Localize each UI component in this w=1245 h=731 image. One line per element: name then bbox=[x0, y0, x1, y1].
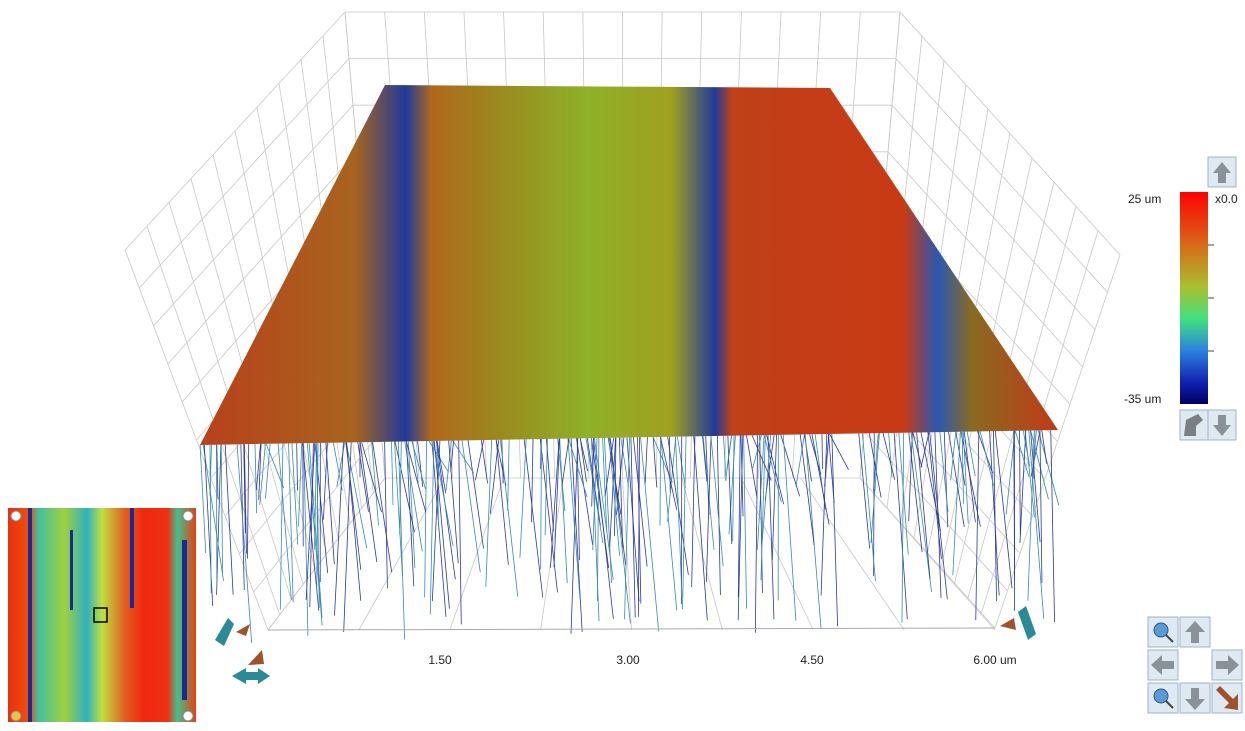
spike bbox=[744, 435, 747, 608]
spike bbox=[546, 439, 553, 531]
min-label: -35 um bbox=[1124, 392, 1161, 406]
spike bbox=[395, 442, 414, 533]
spike bbox=[508, 440, 509, 511]
spike bbox=[805, 434, 821, 629]
spike bbox=[1038, 430, 1059, 505]
zoom-label: x0.0 bbox=[1215, 192, 1238, 206]
spike bbox=[540, 439, 557, 592]
spike bbox=[580, 438, 586, 481]
spike bbox=[641, 437, 659, 631]
spike bbox=[468, 440, 484, 548]
minimap[interactable] bbox=[8, 508, 196, 722]
spike bbox=[638, 437, 639, 617]
x-label: 6.00 um bbox=[973, 653, 1016, 667]
spike bbox=[481, 440, 487, 483]
spike bbox=[810, 434, 821, 474]
spike bbox=[733, 436, 734, 542]
spike bbox=[747, 435, 758, 498]
color-bar bbox=[1180, 192, 1208, 404]
spike bbox=[660, 437, 661, 526]
nav-buttons[interactable] bbox=[1148, 617, 1242, 713]
spike bbox=[520, 439, 526, 557]
spike bbox=[358, 442, 369, 512]
grid-line bbox=[741, 478, 813, 630]
spike bbox=[1015, 431, 1029, 477]
spike bbox=[976, 431, 979, 620]
spike bbox=[669, 437, 670, 493]
spike bbox=[711, 436, 723, 566]
viewer: 1.50 3.00 4.50 6.00 um 25 um x0.0 -35 um bbox=[0, 0, 1245, 726]
spike bbox=[661, 437, 677, 610]
spike bbox=[344, 442, 351, 632]
spike bbox=[1020, 431, 1026, 543]
spike bbox=[911, 433, 932, 592]
grid-line bbox=[801, 478, 905, 630]
x-label: 1.50 bbox=[428, 653, 452, 667]
spike bbox=[372, 442, 379, 526]
x-label: 3.00 bbox=[616, 653, 640, 667]
surface-spikes bbox=[200, 430, 1059, 643]
spike bbox=[449, 441, 459, 564]
spike bbox=[360, 442, 377, 562]
max-label: 25 um bbox=[1128, 192, 1161, 206]
spike bbox=[631, 437, 635, 617]
spike bbox=[832, 434, 838, 626]
spike bbox=[930, 432, 948, 599]
color-scale: 25 um x0.0 -35 um bbox=[1124, 192, 1238, 406]
spike bbox=[1040, 430, 1042, 583]
spike bbox=[335, 442, 344, 615]
x-label: 4.50 bbox=[800, 653, 824, 667]
spike bbox=[392, 442, 394, 505]
spike bbox=[645, 437, 647, 484]
spike bbox=[668, 437, 676, 522]
spike bbox=[434, 441, 449, 609]
spike bbox=[326, 443, 334, 564]
grid-line bbox=[900, 12, 1120, 255]
spike bbox=[524, 439, 543, 597]
spike bbox=[683, 437, 687, 610]
spike bbox=[568, 439, 580, 599]
spike bbox=[772, 435, 776, 560]
surface bbox=[200, 85, 1058, 445]
spike bbox=[385, 442, 388, 589]
grid-line bbox=[541, 478, 564, 630]
spike bbox=[717, 436, 720, 595]
spike bbox=[1051, 430, 1055, 622]
spike bbox=[586, 438, 603, 543]
spike bbox=[935, 432, 941, 598]
spike bbox=[889, 433, 892, 478]
spike bbox=[953, 432, 961, 576]
spike bbox=[902, 433, 904, 623]
spike bbox=[280, 444, 283, 610]
spike bbox=[247, 444, 248, 558]
spike bbox=[692, 436, 695, 587]
spike bbox=[980, 431, 994, 485]
rotate-handles[interactable] bbox=[215, 606, 1036, 684]
spike bbox=[562, 439, 569, 486]
spike bbox=[822, 434, 823, 469]
spike bbox=[560, 439, 568, 583]
spike bbox=[425, 441, 427, 597]
grid-line bbox=[125, 12, 345, 250]
spike bbox=[459, 440, 462, 624]
spike bbox=[755, 435, 757, 632]
